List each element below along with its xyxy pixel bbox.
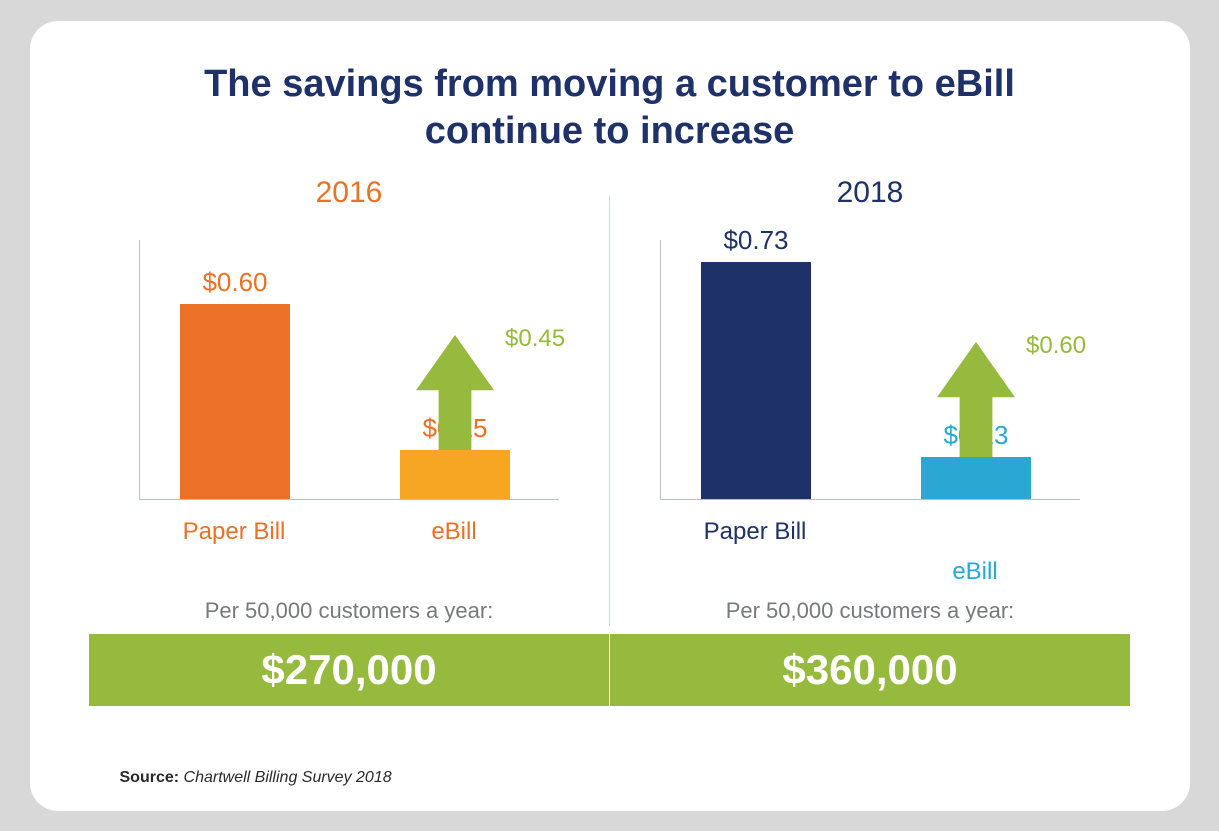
infographic-card: The savings from moving a customer to eB…	[30, 21, 1190, 811]
source-label: Source:	[120, 769, 184, 786]
year-label-2018: 2018	[837, 176, 904, 210]
savings-box-2016: $270,000	[89, 634, 609, 706]
axis-category-label: eBill	[875, 558, 1075, 586]
bar	[701, 262, 811, 499]
axis-category-label: Paper Bill	[134, 518, 334, 546]
bar-value-label: $0.60	[135, 267, 335, 298]
panel-2018: 2018 $0.73$0.13$0.60 Paper BilleBill Per…	[610, 176, 1130, 706]
chart-2016: $0.60$0.15$0.45	[139, 240, 559, 500]
bar	[921, 457, 1031, 499]
arrow-value-label: $0.60	[1026, 332, 1086, 360]
panel-2016: 2016 $0.60$0.15$0.45 Paper BilleBill Per…	[89, 176, 609, 706]
savings-arrow: $0.45	[416, 335, 494, 450]
chart-2018: $0.73$0.13$0.60	[660, 240, 1080, 500]
bar	[180, 304, 290, 499]
per-customers-text-2016: Per 50,000 customers a year:	[205, 598, 494, 624]
bar-value-label: $0.73	[656, 225, 856, 256]
savings-arrow: $0.60	[937, 342, 1015, 457]
axis-labels-2016: Paper BilleBill	[139, 518, 559, 588]
up-arrow-icon	[416, 335, 494, 450]
main-title: The savings from moving a customer to eB…	[160, 61, 1060, 156]
axis-category-label: Paper Bill	[655, 518, 855, 546]
year-label-2016: 2016	[316, 176, 383, 210]
arrow-value-label: $0.45	[505, 325, 565, 353]
savings-box-2018: $360,000	[610, 634, 1130, 706]
source-line: Source: Chartwell Billing Survey 2018	[120, 769, 392, 787]
panels-row: 2016 $0.60$0.15$0.45 Paper BilleBill Per…	[80, 176, 1140, 706]
bar	[400, 450, 510, 499]
axis-labels-2018: Paper BilleBill	[660, 518, 1080, 588]
per-customers-text-2018: Per 50,000 customers a year:	[726, 598, 1015, 624]
source-value: Chartwell Billing Survey 2018	[184, 769, 392, 786]
up-arrow-icon	[937, 342, 1015, 457]
axis-category-label: eBill	[354, 518, 554, 546]
